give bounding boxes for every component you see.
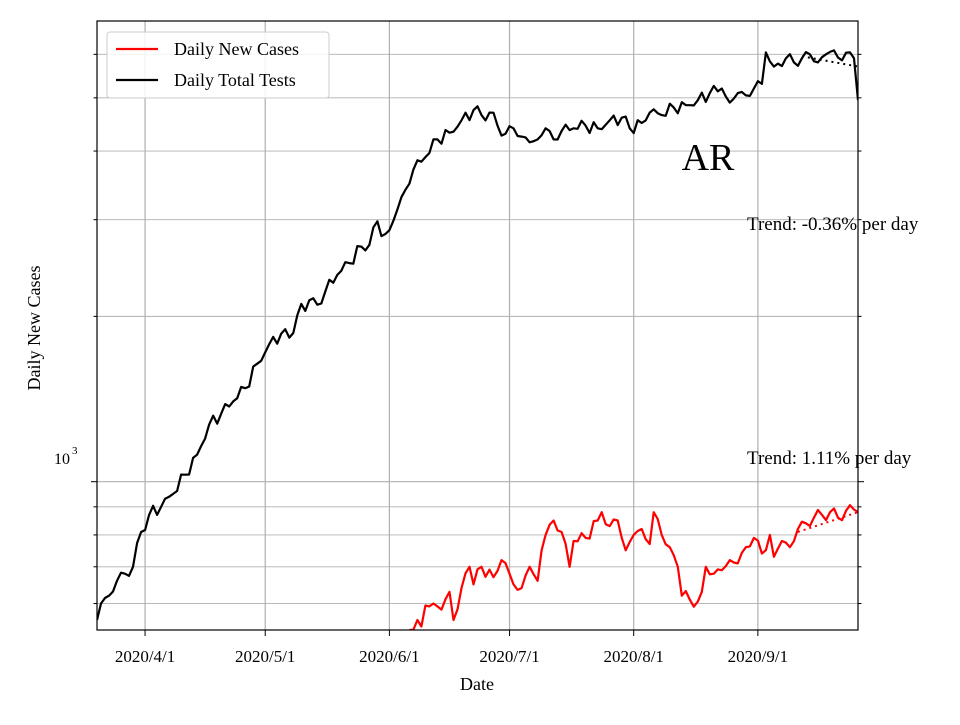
plot-frame: [96, 20, 859, 631]
y-tick-label-base: 10: [54, 451, 70, 468]
legend: Daily New Cases Daily Total Tests: [106, 31, 330, 99]
legend-box: [106, 31, 330, 99]
x-tick-label: 2020/5/1: [235, 647, 295, 666]
series-line-0: [409, 504, 858, 630]
series-line-1: [97, 49, 858, 621]
legend-label-total-tests: Daily Total Tests: [174, 70, 296, 90]
y-tick-label-1000: 10 3: [54, 445, 78, 468]
trend-label-new-cases: Trend: 1.11% per day: [747, 448, 912, 469]
legend-label-new-cases: Daily New Cases: [174, 39, 299, 59]
x-tick-label: 2020/4/1: [115, 647, 175, 666]
tick-layer: 2020/4/1 2020/5/1 2020/6/1 2020/7/1 2020/8/1…: [91, 53, 864, 666]
x-tick-label: 2020/7/1: [479, 647, 539, 666]
trend-line-0: [797, 511, 858, 533]
x-tick-label: 2020/6/1: [359, 647, 419, 666]
series-layer: [97, 49, 858, 630]
grid-layer: [97, 21, 858, 630]
x-axis-label: Date: [460, 674, 494, 694]
region-label: AR: [682, 137, 735, 179]
y-tick-label-exponent: 3: [72, 445, 78, 457]
y-axis-label: Daily New Cases: [24, 266, 44, 391]
x-tick-label: 2020/8/1: [603, 647, 663, 666]
x-tick-label: 2020/9/1: [728, 647, 788, 666]
trend-label-total-tests: Trend: -0.36% per day: [747, 214, 919, 235]
trend-line-1: [801, 55, 858, 68]
